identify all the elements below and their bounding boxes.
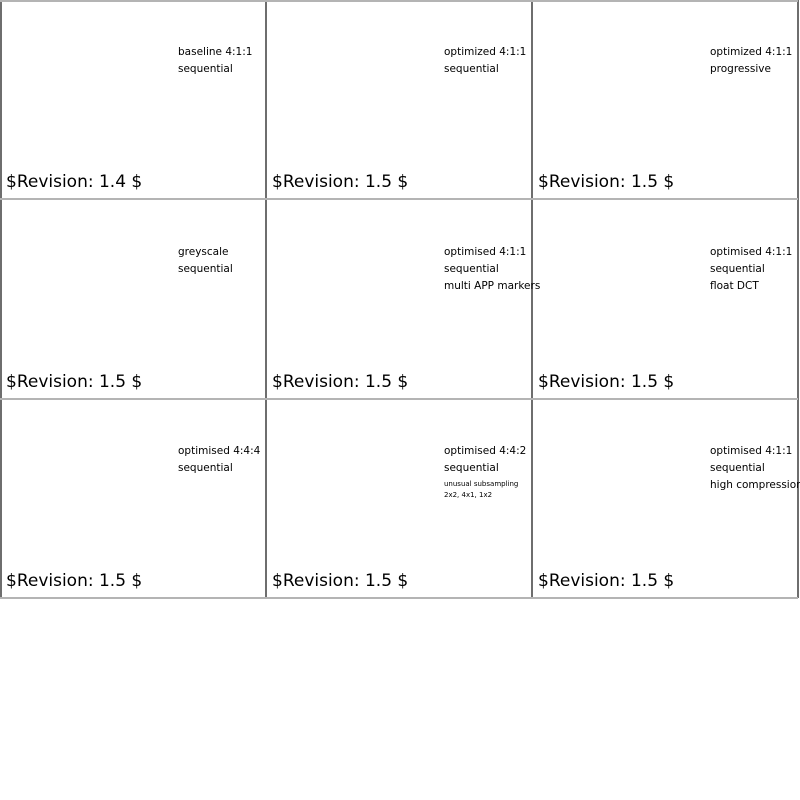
description-line: greyscale <box>178 245 229 258</box>
image-description: optimized 4:1:1 sequential <box>444 44 526 78</box>
divider <box>265 0 267 598</box>
image-cell: optimised 4:1:1 sequential multi APP marke… <box>266 200 540 399</box>
divider <box>0 0 2 598</box>
image-cell: optimized 4:1:1 sequential $Revision: 1.5 … <box>266 0 532 199</box>
image-cell: optimized 4:1:1 progressive $Revision: 1.5… <box>532 0 798 199</box>
image-cell: optimised 4:4:4 sequential $Revision: 1.5 … <box>0 399 266 598</box>
divider <box>531 0 533 598</box>
image-description: optimised 4:4:4 sequential <box>178 443 260 477</box>
description-line: sequential <box>444 462 499 474</box>
description-line: optimised 4:4:2 <box>444 445 527 457</box>
description-line: optimised 4:1:1 <box>710 445 793 457</box>
description-line: sequential <box>710 262 765 275</box>
description-line: high compression <box>710 479 800 491</box>
divider <box>0 0 798 2</box>
revision-label: $Revision: 1.5 $ <box>272 172 409 192</box>
image-description: optimised 4:1:1 sequential high compressio… <box>710 443 800 494</box>
description-line: optimised 4:1:1 <box>710 245 793 258</box>
revision-label: $Revision: 1.5 $ <box>6 371 143 392</box>
image-description: optimised 4:4:2 sequential unusual subsamp… <box>444 443 526 501</box>
description-line: float DCT <box>710 279 759 292</box>
revision-label: $Revision: 1.5 $ <box>6 571 143 591</box>
description-line: progressive <box>710 63 771 75</box>
description-line: optimised 4:4:4 <box>178 445 261 457</box>
image-cell: baseline 4:1:1 sequential $Revision: 1.4 $ <box>0 0 266 199</box>
revision-label: $Revision: 1.5 $ <box>538 571 675 591</box>
divider <box>0 398 798 400</box>
image-grid: baseline 4:1:1 sequential $Revision: 1.4 $… <box>0 0 800 599</box>
image-description: optimised 4:1:1 sequential multi APP marke… <box>444 244 540 295</box>
description-line: optimised 4:1:1 <box>444 245 527 258</box>
revision-label: $Revision: 1.5 $ <box>538 172 675 192</box>
description-line: baseline 4:1:1 <box>178 46 253 58</box>
description-line: sequential <box>178 462 233 474</box>
image-cell: optimised 4:4:2 sequential unusual subsamp… <box>266 399 532 598</box>
image-description: optimized 4:1:1 progressive <box>710 44 792 78</box>
revision-label: $Revision: 1.5 $ <box>272 571 409 591</box>
description-line: optimized 4:1:1 <box>444 46 527 58</box>
image-description: optimised 4:1:1 sequential float DCT <box>710 244 792 295</box>
image-cell: optimised 4:1:1 sequential float DCT $Revis… <box>532 200 798 399</box>
divider <box>797 0 799 598</box>
description-line: sequential <box>444 262 499 275</box>
image-cell: optimised 4:1:1 sequential high compressio… <box>532 399 800 598</box>
description-line: optimized 4:1:1 <box>710 46 793 58</box>
description-note: 2x2, 4x1, 1x2 <box>444 491 493 499</box>
revision-label: $Revision: 1.5 $ <box>538 371 675 392</box>
description-line: sequential <box>178 262 233 275</box>
description-note: unusual subsampling <box>444 480 519 488</box>
revision-label: $Revision: 1.4 $ <box>6 172 143 192</box>
image-cell: greyscale sequential $Revision: 1.5 $ <box>0 200 266 399</box>
image-description: baseline 4:1:1 sequential <box>178 44 252 78</box>
description-line: sequential <box>444 63 499 75</box>
image-description: greyscale sequential <box>178 244 233 278</box>
description-line: multi APP markers <box>444 279 541 292</box>
divider <box>0 597 798 599</box>
divider <box>0 198 798 200</box>
description-line: sequential <box>178 63 233 75</box>
description-line: sequential <box>710 462 765 474</box>
revision-label: $Revision: 1.5 $ <box>272 371 409 392</box>
